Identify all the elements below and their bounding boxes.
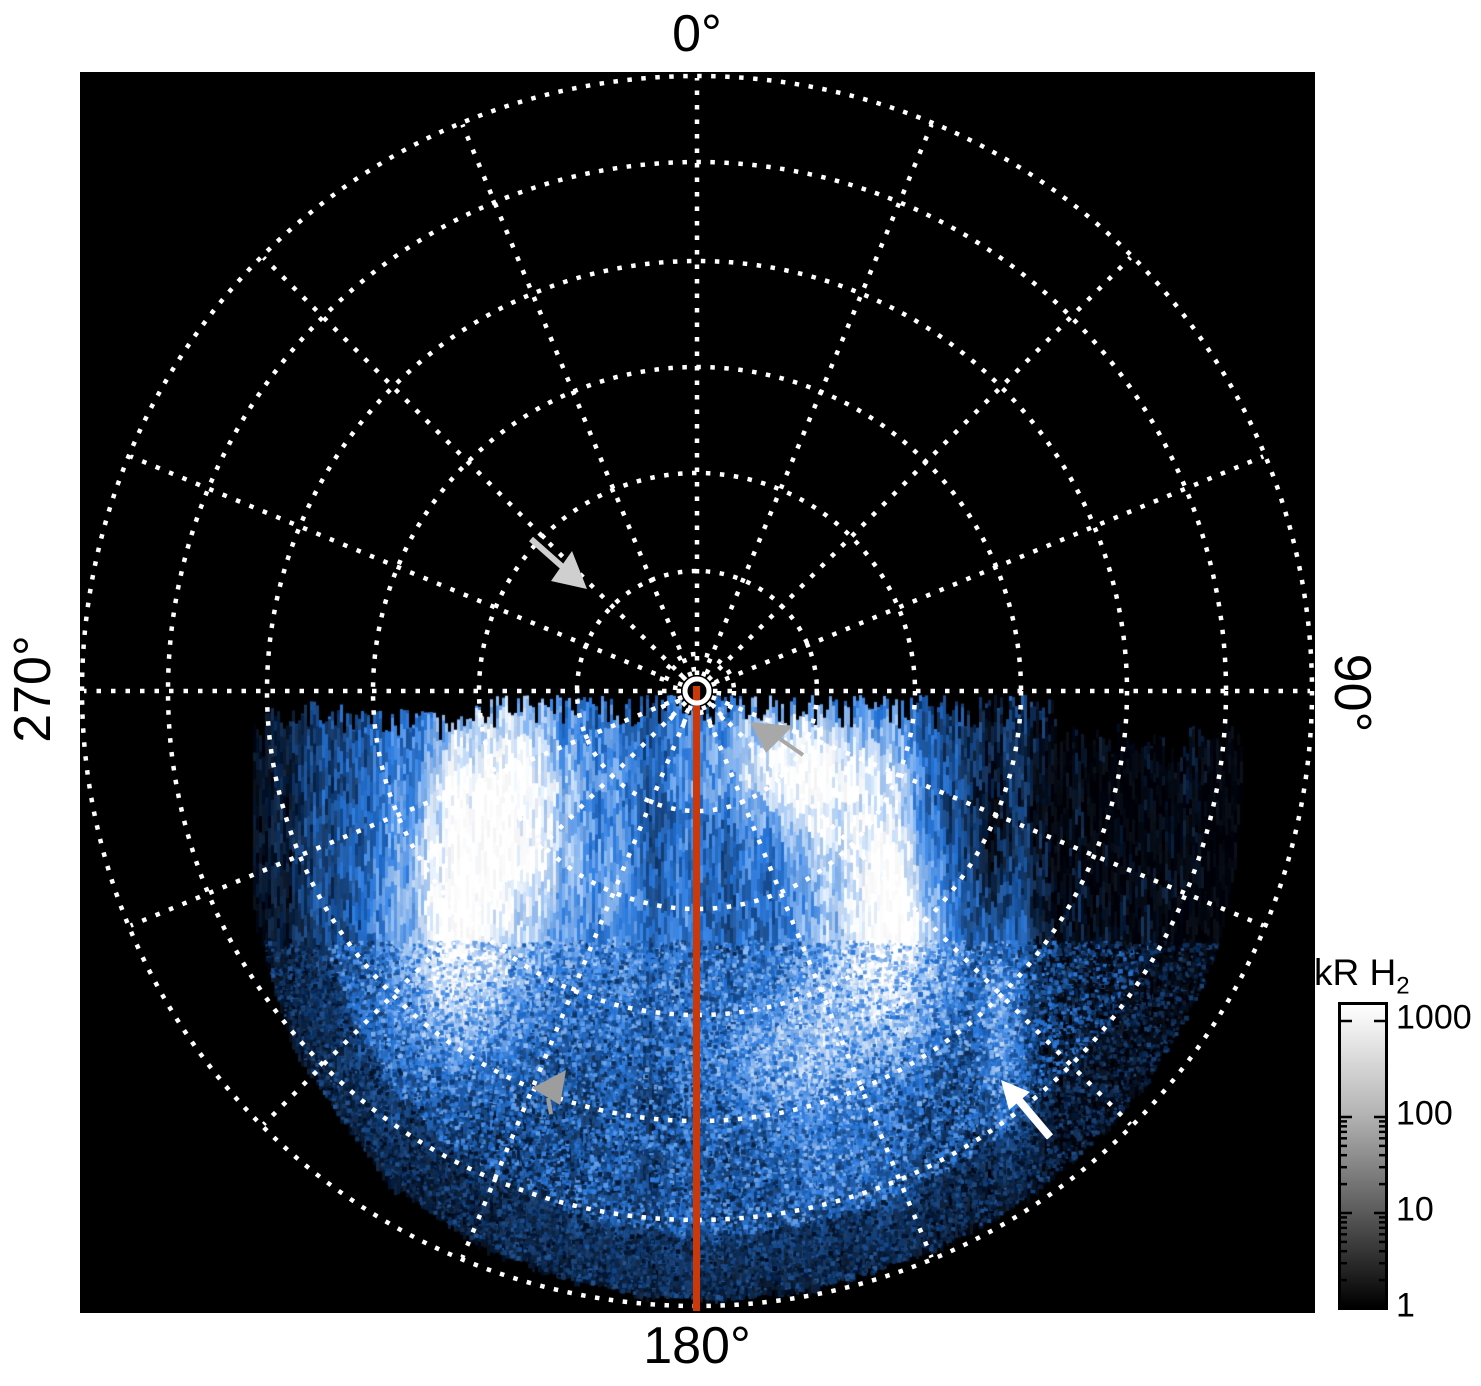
colorbar-ticks bbox=[1341, 1019, 1385, 1282]
grid-ring-7 bbox=[672, 666, 722, 716]
grid-spoke-5 bbox=[710, 695, 1265, 928]
angle-label-90: 90° bbox=[1323, 653, 1381, 733]
grid-ring-0 bbox=[79, 73, 1315, 1309]
colorbar-tick-label: 100 bbox=[1396, 1094, 1453, 1133]
colorbar-tick-label: 1 bbox=[1396, 1286, 1415, 1325]
grid-spoke-11 bbox=[129, 695, 684, 928]
angle-label-270: 270° bbox=[4, 635, 62, 743]
grid-spoke-15 bbox=[460, 123, 693, 678]
arrow-upper-left-down-right-icon bbox=[529, 536, 587, 589]
grid-spoke-14 bbox=[261, 255, 688, 682]
colorbar-tick-label: 1000 bbox=[1396, 998, 1472, 1037]
grid-spoke-13 bbox=[129, 454, 684, 687]
grid-spoke-1 bbox=[701, 123, 934, 678]
arrowhead-center-down-icon bbox=[750, 722, 805, 757]
grid-spoke-10 bbox=[261, 700, 688, 1127]
grid-spoke-6 bbox=[706, 700, 1133, 1127]
arrowhead-lower-left-left-icon bbox=[532, 1070, 566, 1115]
grid-ring-1 bbox=[165, 159, 1229, 1223]
grid-spoke-3 bbox=[710, 454, 1265, 687]
colorbar-title-sub: 2 bbox=[1396, 972, 1410, 1000]
colorbar-tick-label: 10 bbox=[1396, 1190, 1434, 1229]
angle-label-180: 180° bbox=[643, 1317, 751, 1375]
grid-ring-4 bbox=[476, 470, 918, 912]
grid-spoke-9 bbox=[460, 704, 693, 1259]
colorbar bbox=[1338, 1002, 1388, 1310]
grid-spoke-7 bbox=[701, 704, 934, 1259]
colorbar-title: kR H2 bbox=[1314, 952, 1410, 1000]
colorbar-title-main: kR H bbox=[1314, 952, 1397, 993]
arrow-lower-right-up-left-icon bbox=[1001, 1080, 1054, 1140]
pole-marker-ring bbox=[682, 676, 712, 706]
angle-label-0: 0° bbox=[672, 5, 722, 63]
grid-spoke-2 bbox=[706, 255, 1133, 682]
